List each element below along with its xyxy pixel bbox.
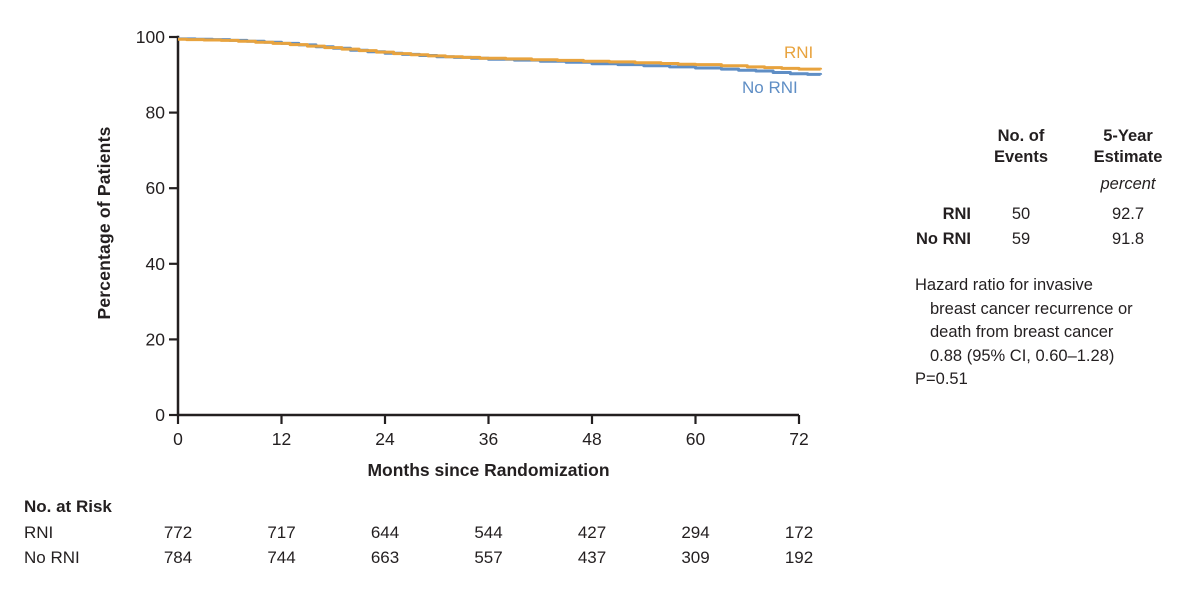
risk-count: 663 [370,548,400,567]
survival-curve-rni [178,37,823,71]
events-column-header: No. of Events [993,127,1049,166]
y-tick-label: 0 [155,405,165,425]
hazard-line: P=0.51 [915,370,968,388]
x-tick-label: 12 [272,429,291,449]
y-tick-label: 80 [146,103,166,123]
risk-row-label-no-rni: No RNI [24,548,80,567]
risk-table-title: No. at Risk [24,497,112,516]
risk-count: 437 [577,548,607,567]
x-tick-label: 48 [582,429,601,449]
risk-row-label-rni: RNI [24,523,54,542]
hazard-line: death from breast cancer [930,323,1114,341]
x-tick-label: 36 [479,429,498,449]
series-label-rni: RNI [784,43,814,62]
risk-count: 544 [474,523,503,542]
axes-lines [176,35,799,417]
risk-count: 772 [163,523,193,542]
y-tick-label: 100 [136,27,165,47]
x-tick-label: 60 [686,429,706,449]
x-tick-label: 72 [789,429,808,449]
hazard-line: Hazard ratio for invasive [915,276,1093,294]
stats-row-no-rni: No RNI 59 91.8 [915,227,1199,252]
x-tick-label: 0 [173,429,183,449]
risk-count: 717 [267,523,296,542]
hazard-line: breast cancer recurrence or [930,299,1133,318]
risk-count: 557 [474,548,503,567]
stats-row-estimate: 91.8 [1111,230,1145,248]
risk-count: 427 [577,523,607,542]
stats-row-estimate: 92.7 [1111,205,1145,223]
risk-count: 192 [784,548,814,567]
stats-header-spacer [915,126,977,168]
stats-panel: No. of Events 5-Year Estimate percent RN… [915,126,1199,392]
plot-svg: 0 20 40 60 80 100 0 12 24 36 48 60 72 [136,27,823,449]
stats-row-label: No RNI [916,230,971,248]
stats-header-row: No. of Events 5-Year Estimate [915,126,1199,168]
series-label-no-rni: No RNI [742,78,798,97]
y-tick-label: 20 [146,329,166,349]
unit-label: percent [1100,175,1156,193]
y-tick-label: 40 [146,254,166,274]
stats-row-events: 50 [1011,205,1031,223]
x-tick-label: 24 [375,429,395,449]
stats-row-label: RNI [942,205,971,223]
stats-row-rni: RNI 50 92.7 [915,202,1199,227]
risk-count: 172 [784,523,814,542]
hazard-ratio-note: Hazard ratio for invasive breast cancer … [915,274,1199,392]
x-axis-title: Months since Randomization [367,460,610,480]
y-axis-title: Percentage of Patients [94,126,114,320]
stats-row-events: 59 [1011,230,1031,248]
risk-count: 644 [370,523,400,542]
unit-row: percent [915,174,1199,194]
hazard-line: 0.88 (95% CI, 0.60–1.28) [930,346,1115,365]
risk-count: 309 [681,548,710,567]
risk-count: 744 [267,548,296,567]
estimate-column-header: 5-Year Estimate [1093,127,1163,166]
risk-count: 784 [163,548,193,567]
risk-count: 294 [681,523,710,542]
y-tick-label: 60 [146,178,166,198]
